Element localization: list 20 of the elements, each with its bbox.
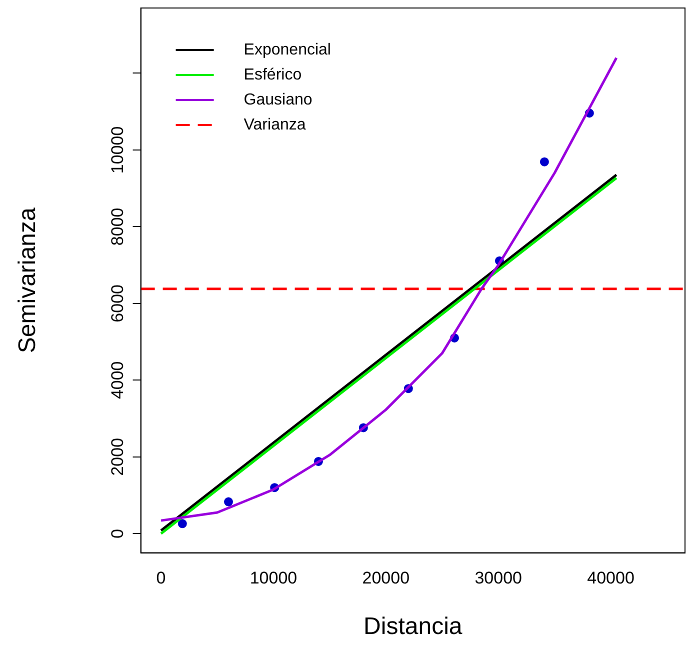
y-tick-label: 8000 [108, 208, 127, 246]
legend-label: Gausiano [244, 91, 312, 108]
x-tick-label: 20000 [362, 568, 410, 588]
x-axis-title: Distancia [364, 613, 463, 640]
y-tick-label: 6000 [108, 284, 127, 322]
point [224, 497, 233, 506]
legend-label: Exponencial [244, 41, 331, 58]
y-tick-label: 10000 [108, 126, 127, 174]
x-tick-label: 40000 [587, 568, 634, 588]
x-tick-label: 0 [156, 568, 166, 588]
x-tick-label: 30000 [474, 568, 522, 588]
y-tick-label: 4000 [108, 361, 127, 400]
y-tick-label: 0 [108, 528, 127, 538]
y-axis-title: Semivarianza [14, 207, 42, 354]
legend-label: Esférico [244, 66, 302, 84]
point [540, 157, 549, 166]
y-tick-label: 2000 [108, 438, 127, 476]
point [178, 519, 187, 528]
legend-label: Varianza [244, 116, 306, 134]
x-tick-label: 10000 [250, 568, 298, 588]
